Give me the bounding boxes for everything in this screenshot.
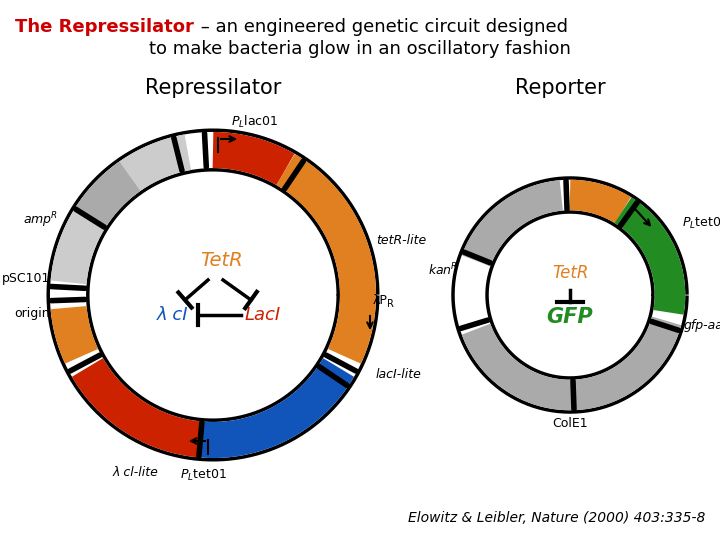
Text: R: R [387,299,394,309]
Text: lacI-lite: lacI-lite [376,368,422,381]
Text: λ cl-lite: λ cl-lite [113,465,159,478]
Text: TetR: TetR [199,251,243,269]
Text: The Repressilator: The Repressilator [15,18,194,36]
Text: – an engineered genetic circuit designed: – an engineered genetic circuit designed [195,18,568,36]
Text: ColE1: ColE1 [552,417,588,430]
Text: kan$^R$: kan$^R$ [428,262,458,278]
Text: $P_L$lac01: $P_L$lac01 [231,114,279,130]
Text: origin: origin [14,307,50,320]
Text: Repressilator: Repressilator [145,78,282,98]
Text: λ cI: λ cI [157,306,189,324]
Text: amp$^R$: amp$^R$ [23,210,58,230]
Text: Elowitz & Leibler, Nature (2000) 403:335-8: Elowitz & Leibler, Nature (2000) 403:335… [408,511,705,525]
Text: tetR-lite: tetR-lite [376,233,426,246]
Text: GFP: GFP [546,307,593,327]
Text: TetR: TetR [552,264,588,282]
Text: $P_L$tet01: $P_L$tet01 [682,215,720,231]
Text: $P_L$tet01: $P_L$tet01 [179,468,227,483]
Text: pSC101: pSC101 [1,272,50,285]
Text: λP: λP [373,294,388,307]
Text: to make bacteria glow in an oscillatory fashion: to make bacteria glow in an oscillatory … [149,40,571,58]
Text: LacI: LacI [245,306,281,324]
Text: Reporter: Reporter [515,78,606,98]
Text: gfp-aav: gfp-aav [684,319,720,332]
